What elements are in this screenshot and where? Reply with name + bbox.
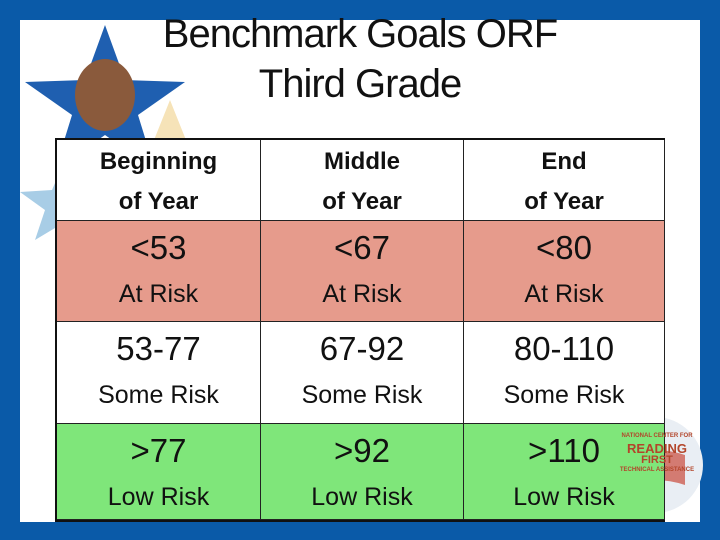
cell-value: <80 [536, 229, 592, 266]
logo-text: FIRST [641, 454, 673, 466]
cell-value: 53-77 [116, 330, 201, 367]
cell-value: 67-92 [319, 330, 405, 367]
table-cell: >92 Low Risk [261, 424, 464, 520]
table-cell: <53 At Risk [57, 221, 261, 322]
cell-label: At Risk [118, 280, 199, 308]
table-cell: 67-92 Some Risk [261, 322, 464, 424]
cell-label: Low Risk [311, 483, 413, 511]
header-text: of Year [524, 188, 604, 215]
title-line: Third Grade [258, 62, 462, 106]
cell-label: Some Risk [301, 381, 423, 409]
cell-label: At Risk [322, 280, 402, 308]
cell-value: <53 [130, 229, 187, 266]
cell-value: >92 [334, 432, 390, 469]
logo-text: TECHNICAL ASSISTANCE [619, 467, 695, 473]
cell-value: >110 [528, 432, 600, 469]
cell-value: 80-110 [513, 330, 615, 367]
cell-label: Some Risk [98, 381, 219, 409]
header-text: of Year [322, 188, 402, 215]
title-line: Benchmark Goals ORF [162, 12, 558, 56]
header-cell: Beginning of Year [57, 140, 261, 221]
cell-label: Low Risk [107, 483, 210, 511]
table-cell: <67 At Risk [261, 221, 464, 322]
logo-text: NATIONAL CENTER FOR [621, 433, 693, 439]
table-cell: >110 Low Risk [464, 424, 665, 520]
table-cell: >77 Low Risk [57, 424, 261, 520]
benchmark-table: Beginning of Year Middle of Year End of Year <… [55, 138, 665, 522]
cell-label: Some Risk [503, 381, 625, 409]
header-text: Beginning [99, 148, 218, 175]
header-cell: Middle of Year [261, 140, 464, 221]
logo-text: READING [627, 441, 687, 456]
table-cell: 53-77 Some Risk [57, 322, 261, 424]
cell-label: Low Risk [513, 483, 615, 511]
cell-value: >77 [130, 432, 187, 469]
header-cell: End of Year [464, 140, 665, 221]
cell-label: At Risk [524, 280, 604, 308]
header-text: End [541, 148, 587, 175]
photo [75, 59, 135, 131]
table-cell: <80 At Risk [464, 221, 665, 322]
cell-value: <67 [334, 229, 390, 266]
table-cell: 80-110 Some Risk [464, 322, 665, 424]
header-text: Middle [324, 148, 400, 175]
header-text: of Year [118, 188, 199, 215]
